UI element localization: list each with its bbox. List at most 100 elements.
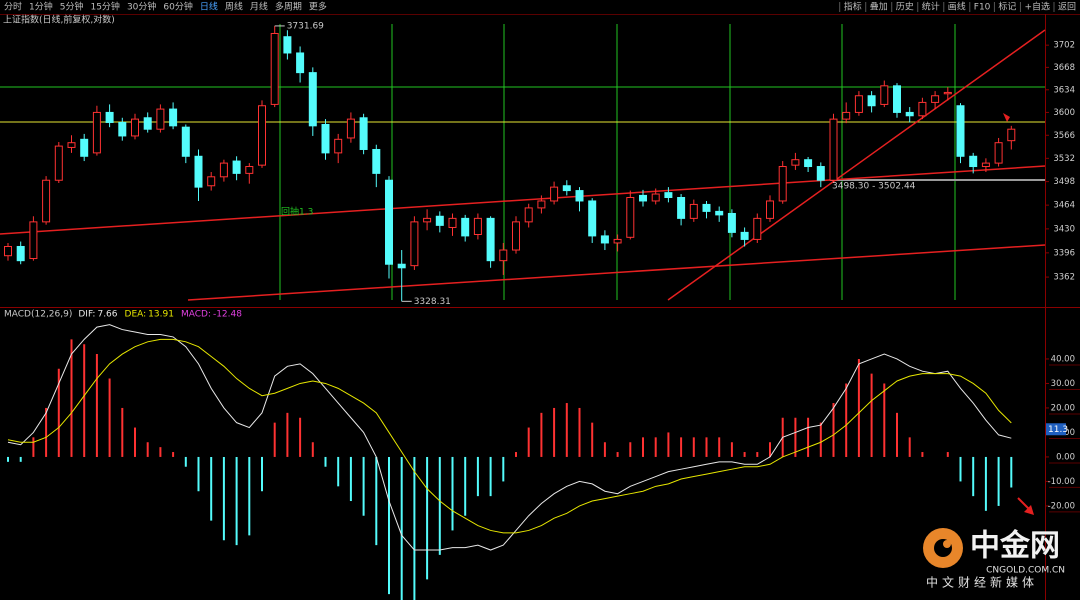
- cursor-label: 11.3: [1048, 425, 1068, 435]
- legend-value: 13.91: [148, 310, 174, 320]
- candle-body: [969, 155, 978, 168]
- candle-body: [410, 221, 419, 267]
- y-tick-label: 30.00: [1051, 379, 1075, 389]
- candle-body: [613, 238, 622, 244]
- candle-body: [308, 72, 317, 127]
- candle-body: [143, 117, 152, 130]
- y-tick-label: 3634: [1053, 85, 1075, 95]
- candle-body: [321, 123, 330, 154]
- candle-body: [588, 200, 597, 237]
- legend-value: 7.66: [97, 310, 117, 320]
- period-tab[interactable]: 60分钟: [163, 1, 192, 13]
- candle-body: [816, 166, 825, 181]
- tool-button[interactable]: 标记: [998, 1, 1016, 13]
- candle-body: [524, 207, 533, 223]
- y-tick-label: 3702: [1053, 41, 1075, 51]
- candle-body: [562, 185, 571, 192]
- tool-button[interactable]: 历史: [896, 1, 914, 13]
- arrow: [1003, 113, 1010, 122]
- candle-body: [385, 179, 393, 265]
- candle-body: [867, 95, 876, 107]
- tool-button[interactable]: F10: [974, 3, 991, 13]
- y-tick-label: -20.00: [1048, 501, 1075, 511]
- period-tab[interactable]: 30分钟: [127, 1, 156, 13]
- candle-body: [194, 155, 203, 188]
- candle-body: [766, 200, 774, 219]
- candle-body: [169, 108, 178, 127]
- candle-body: [537, 200, 546, 209]
- candle-body: [397, 263, 406, 269]
- candle-body: [118, 121, 127, 137]
- legend-label: DEA:: [125, 310, 147, 320]
- candle-body: [423, 217, 432, 223]
- candle-body: [270, 32, 279, 105]
- candle-body: [727, 212, 736, 233]
- y-tick-label: 40.00: [1051, 354, 1075, 364]
- y-tick-label: 3396: [1053, 248, 1075, 258]
- candle-body: [67, 142, 76, 148]
- period-tab[interactable]: 更多: [309, 1, 327, 13]
- candle-body: [626, 196, 635, 238]
- candle-body: [42, 179, 51, 223]
- candle-body: [296, 52, 305, 74]
- y-tick-label: 3668: [1053, 63, 1075, 73]
- y-tick-label: 3464: [1053, 201, 1075, 211]
- dea-line: [7, 338, 1012, 534]
- candle-body: [499, 249, 508, 262]
- candle-body: [359, 117, 368, 150]
- period-tab[interactable]: 日线: [200, 1, 218, 13]
- candle-body: [105, 111, 114, 123]
- candle-body: [943, 91, 952, 95]
- tool-button[interactable]: +自选: [1024, 1, 1050, 13]
- tool-button[interactable]: 画线: [948, 1, 966, 13]
- macd-panel: 40.0030.0020.0010.000.00-10.00-20.0011.3…: [4, 310, 1080, 600]
- period-tab[interactable]: 周线: [225, 1, 243, 13]
- period-tab[interactable]: 多周期: [275, 1, 302, 13]
- tool-button[interactable]: 叠加: [870, 2, 888, 13]
- period-tab[interactable]: 1分钟: [29, 1, 53, 13]
- y-tick-label: 3532: [1053, 154, 1075, 164]
- y-tick-label: 0.00: [1056, 452, 1075, 462]
- candle-body: [664, 192, 673, 198]
- candle-body: [207, 176, 216, 187]
- candle-body: [245, 166, 254, 174]
- drawings: [0, 24, 1046, 515]
- y-tick-label: 20.00: [1051, 403, 1075, 413]
- legend-label: DIF:: [78, 310, 95, 320]
- candle-body: [994, 142, 1003, 164]
- candle-body: [804, 159, 813, 168]
- y-tick-label: 3362: [1053, 273, 1075, 283]
- y-tick-label: 3600: [1053, 108, 1075, 118]
- legend-value: -12.48: [213, 310, 242, 320]
- period-tab[interactable]: 分时: [4, 1, 22, 13]
- watermark: 中金网 CNGOLD.COM.CN 中文财经新媒体: [923, 528, 1065, 590]
- range-label: 3498.30 - 3502.44: [832, 182, 916, 192]
- period-tab[interactable]: 15分钟: [90, 1, 119, 13]
- slogan: 中文财经新媒体: [926, 575, 1038, 590]
- candle-body: [778, 166, 787, 202]
- arrow: [1024, 505, 1034, 515]
- candle-body: [575, 190, 584, 202]
- candle-body: [372, 148, 381, 174]
- low-label: 3328.31: [414, 297, 451, 307]
- candle-body: [905, 111, 914, 117]
- candle-body: [854, 95, 863, 113]
- brand: 中金网: [970, 529, 1060, 564]
- indicator-title: MACD(12,26,9): [4, 310, 72, 320]
- period-tab[interactable]: 5分钟: [60, 1, 84, 13]
- tool-button[interactable]: 统计: [922, 1, 940, 13]
- candle-body: [651, 193, 660, 202]
- candle-body: [283, 36, 292, 54]
- candle-body: [842, 111, 851, 120]
- period-tab[interactable]: 月线: [250, 1, 268, 13]
- tool-button[interactable]: 返回: [1058, 1, 1076, 13]
- candle-body: [4, 245, 12, 257]
- high-label: 3731.69: [287, 21, 324, 31]
- candle-body: [80, 138, 89, 157]
- cursor-box: [1046, 423, 1066, 436]
- chart-title: 上证指数(日线,前复权,对数): [3, 14, 115, 26]
- tool-button[interactable]: 指标: [844, 1, 862, 13]
- candle-body: [702, 203, 711, 212]
